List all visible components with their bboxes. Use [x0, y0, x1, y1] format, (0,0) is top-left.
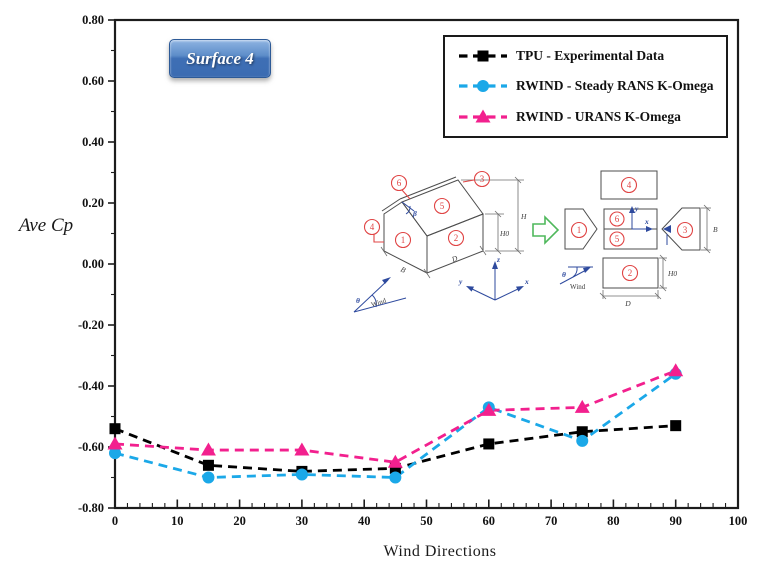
svg-text:-0.60: -0.60 — [78, 440, 104, 454]
legend-label: RWIND - Steady RANS K-Omega — [516, 78, 714, 94]
surface-5-unfold: 5 — [615, 234, 620, 244]
svg-text:0.80: 0.80 — [82, 13, 104, 27]
svg-text:0: 0 — [112, 514, 118, 528]
z-axis-label: z — [496, 255, 500, 264]
dim-h-house: H — [520, 212, 527, 221]
svg-text:-0.80: -0.80 — [78, 501, 104, 515]
house-3d-diagram: B D H0 H β θ Wind — [353, 170, 529, 313]
svg-text:0.40: 0.40 — [82, 135, 104, 149]
legend-marker-triangle — [459, 109, 507, 123]
legend-label: TPU - Experimental Data — [516, 48, 665, 64]
svg-text:10: 10 — [171, 514, 184, 528]
dim-h0-unfold: H0 — [667, 269, 677, 278]
svg-text:50: 50 — [420, 514, 433, 528]
surface-2-house: 2 — [454, 233, 459, 243]
dim-h0-house: H0 — [499, 229, 509, 238]
legend-item-urans: RWIND - URANS K-Omega — [457, 108, 722, 126]
unfolded-surfaces-diagram: y x B H0 D — [559, 170, 718, 308]
legend-marker-square — [459, 50, 507, 62]
surface-5-house: 5 — [440, 201, 445, 211]
svg-text:70: 70 — [545, 514, 558, 528]
y-axis-label-unfold: y — [634, 204, 639, 213]
surface-6-house: 6 — [397, 178, 402, 188]
y-axis-title: Ave Cp — [18, 215, 74, 236]
svg-text:-0.40: -0.40 — [78, 379, 104, 393]
svg-text:40: 40 — [358, 514, 371, 528]
x-axis-label-house: x — [524, 277, 529, 286]
surface-6-unfold: 6 — [615, 214, 620, 224]
building-inset-diagram: B D H0 H β θ Wind — [353, 170, 718, 313]
svg-text:20: 20 — [233, 514, 246, 528]
theta-label-unfold: θ — [562, 270, 566, 279]
wind-label-house: Wind — [370, 296, 387, 308]
svg-text:0.20: 0.20 — [82, 196, 104, 210]
legend-label: RWIND - URANS K-Omega — [516, 108, 681, 124]
svg-text:80: 80 — [607, 514, 620, 528]
surface-4-house: 4 — [370, 222, 375, 232]
legend-marker-circle — [459, 80, 507, 93]
dim-b-house: B — [399, 265, 407, 275]
surface-3-house: 3 — [480, 174, 485, 184]
svg-text:0.60: 0.60 — [82, 74, 104, 88]
surface-4-unfold: 4 — [627, 180, 632, 190]
svg-text:100: 100 — [729, 514, 748, 528]
legend-item-tpu: TPU - Experimental Data — [457, 47, 722, 65]
wind-label-unfold: Wind — [570, 283, 586, 291]
x-axis-label-unfold: x — [644, 217, 649, 226]
svg-text:60: 60 — [483, 514, 496, 528]
svg-text:0.00: 0.00 — [82, 257, 104, 271]
dim-d-unfold: D — [624, 299, 631, 308]
svg-text:30: 30 — [296, 514, 309, 528]
x-axis-title: Wind Directions — [383, 543, 497, 560]
surface-3-unfold: 3 — [683, 225, 688, 235]
svg-text:90: 90 — [669, 514, 682, 528]
y-axis-label-house: y — [458, 277, 463, 286]
theta-label-house: θ — [356, 296, 360, 305]
dim-d-house: D — [450, 253, 460, 264]
surface-2-unfold: 2 — [628, 268, 633, 278]
unfold-arrow-icon — [532, 215, 560, 245]
surface-1-house: 1 — [401, 235, 406, 245]
legend-item-rans: RWIND - Steady RANS K-Omega — [457, 77, 722, 95]
surface-badge: Surface 4 — [169, 39, 271, 78]
legend-box: TPU - Experimental Data RWIND - Steady R… — [443, 35, 728, 138]
dim-b-unfold: B — [713, 225, 718, 234]
svg-text:-0.20: -0.20 — [78, 318, 104, 332]
beta-label-house: β — [412, 209, 417, 218]
surface-1-unfold: 1 — [577, 225, 582, 235]
